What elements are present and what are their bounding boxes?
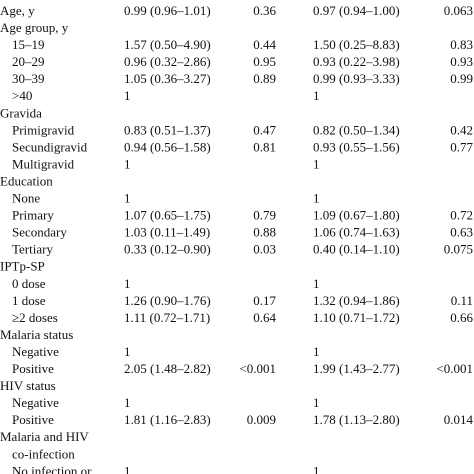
cell: 0.97 (0.94–1.00) [313,3,400,18]
row-label: Primigravid [12,122,75,137]
cell: 1.99 (1.43–2.77) [313,361,400,376]
cell: 1.81 (1.16–2.83) [124,412,211,427]
cell: 1 [124,344,131,359]
row-label: Secundigravid [12,139,88,154]
cell: 0.94 (0.56–1.58) [124,139,211,154]
cell: 0.99 (0.93–3.33) [313,71,400,86]
cell: 0.075 [444,242,473,257]
row-label: Positive [12,412,54,427]
cell: 0.83 [450,37,473,52]
cell: 1.26 (0.90–1.76) [124,293,211,308]
cell: 1.78 (1.13–2.80) [313,412,400,427]
cell: 0.44 [253,37,276,52]
row-label: Negative [12,344,59,359]
cell: <0.001 [239,361,276,376]
cell: 0.03 [253,242,276,257]
section-label: Gravida [0,105,42,120]
cell: 1 [313,395,320,410]
cell: 1 [313,156,320,171]
cell: 1.05 (0.36–3.27) [124,71,211,86]
cell: <0.001 [436,361,473,376]
cell: 1.57 (0.50–4.90) [124,37,211,52]
cell: 0.36 [253,3,276,18]
cell: 0.72 [450,208,473,223]
row-label: 20–29 [12,54,45,69]
row-label: No infection or [12,463,92,474]
cell: 0.99 (0.96–1.01) [124,3,211,18]
cell: 0.88 [253,225,276,240]
row-label: 1 dose [12,293,46,308]
cell: 0.83 (0.51–1.37) [124,122,211,137]
cell: 1.11 (0.72–1.71) [124,310,210,325]
section-label: Age, y [0,3,35,18]
cell: 0.82 (0.50–1.34) [313,122,400,137]
cell: 1.50 (0.25–8.83) [313,37,400,52]
cell: 0.42 [450,122,473,137]
cell: 0.99 [450,71,473,86]
row-label: 0 dose [12,276,46,291]
row-label: Secondary [12,225,67,240]
section-label: Education [0,173,53,188]
cell: 1 [124,88,131,103]
row-label: Positive [12,361,54,376]
cell: 0.96 (0.32–2.86) [124,54,211,69]
cell: 0.47 [253,122,276,137]
cell: 0.63 [450,225,473,240]
cell: 2.05 (1.48–2.82) [124,361,211,376]
row-label: Tertiary [12,242,53,257]
section-label: Malaria status [0,327,73,342]
cell: 0.93 (0.22–3.98) [313,54,400,69]
section-label: IPTp-SP [0,259,45,274]
row-label: ≥2 doses [12,310,58,325]
row-label: co-infection [12,446,75,461]
cell: 1.09 (0.67–1.80) [313,208,400,223]
cell: 0.64 [253,310,276,325]
cell: 1.07 (0.65–1.75) [124,208,211,223]
cell: 0.79 [253,208,276,223]
cell: 1 [124,156,131,171]
cell: 0.009 [247,412,276,427]
cell: 0.063 [444,3,473,18]
cell: 1 [313,88,320,103]
cell: 1 [124,395,131,410]
cell: 1 [313,276,320,291]
cell: 0.81 [253,139,276,154]
section-label: Malaria and HIV [0,429,89,444]
cell: 1 [124,191,131,206]
cell: 1 [313,191,320,206]
cell: 0.11 [451,293,473,308]
cell: 0.77 [450,139,473,154]
cell: 1.10 (0.71–1.72) [313,310,400,325]
cell: 1.32 (0.94–1.86) [313,293,400,308]
cell: 1.06 (0.74–1.63) [313,225,400,240]
cell: 1 [313,463,320,474]
section-label: Age group, y [0,20,69,35]
row-label: Multigravid [12,156,75,171]
cell: 0.33 (0.12–0.90) [124,242,211,257]
cell: 0.93 [450,54,473,69]
row-label: None [12,191,40,206]
row-label: Negative [12,395,59,410]
cell: 1.03 (0.11–1.49) [124,225,210,240]
cell: 0.014 [444,412,474,427]
cell: 0.93 (0.55–1.56) [313,139,400,154]
cell: 0.89 [253,71,276,86]
cell: 0.40 (0.14–1.10) [313,242,400,257]
row-label: Primary [12,208,54,223]
cell: 0.95 [253,54,276,69]
section-label: HIV status [0,378,56,393]
cell: 1 [124,463,131,474]
cell: 0.17 [253,293,276,308]
cell: 0.66 [450,310,473,325]
row-label: 30–39 [12,71,45,86]
row-label: 15–19 [12,37,45,52]
cell: 1 [313,344,320,359]
row-label: >40 [12,88,32,103]
cell: 1 [124,276,131,291]
